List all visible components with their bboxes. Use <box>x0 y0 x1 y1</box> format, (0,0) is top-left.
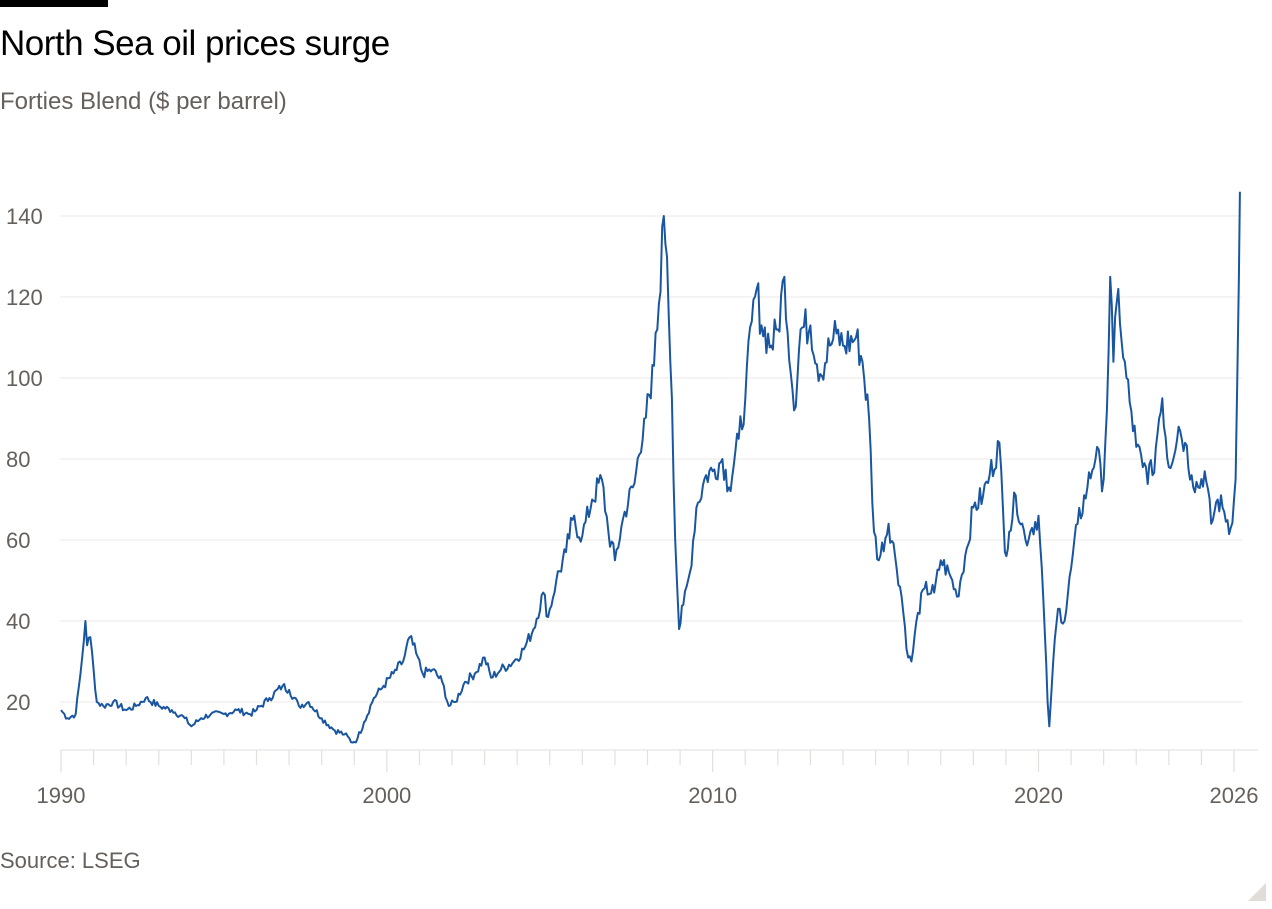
x-tick-label: 2026 <box>1210 783 1259 808</box>
source-note: Source: LSEG <box>0 848 141 873</box>
series-line-forties-blend <box>60 191 1241 744</box>
y-tick-label: 120 <box>6 285 43 310</box>
x-tick-label: 1990 <box>37 783 86 808</box>
resize-corner-icon <box>1248 883 1266 901</box>
x-tick-label: 2010 <box>688 783 737 808</box>
y-tick-label: 80 <box>6 447 30 472</box>
brand-bar <box>0 0 108 7</box>
y-tick-label: 100 <box>6 366 43 391</box>
chart-title: North Sea oil prices surge <box>0 24 390 63</box>
y-tick-label: 20 <box>6 690 30 715</box>
x-tick-label: 2020 <box>1014 783 1063 808</box>
y-tick-label: 60 <box>6 528 30 553</box>
y-tick-label: 40 <box>6 609 30 634</box>
y-tick-label: 140 <box>6 204 43 229</box>
chart-subtitle: Forties Blend ($ per barrel) <box>0 88 287 115</box>
x-tick-label: 2000 <box>362 783 411 808</box>
